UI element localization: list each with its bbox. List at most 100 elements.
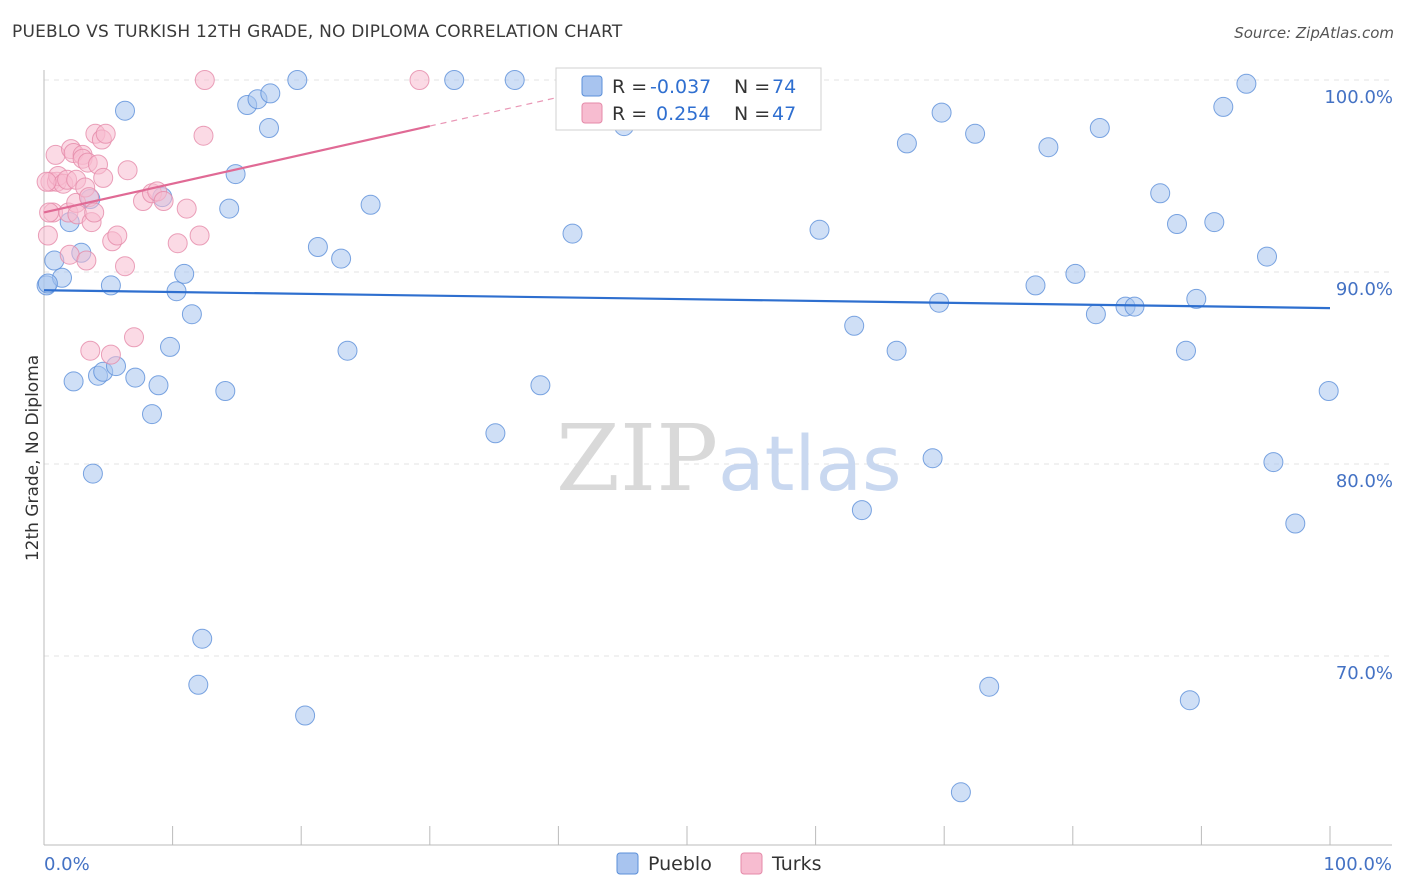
point-pueblo-52 [965, 123, 986, 144]
point-pueblo-64 [1179, 690, 1200, 711]
point-pueblo-40 [562, 223, 583, 244]
legend-r-value-pueblo: -0.037 [650, 76, 711, 98]
point-turks-21 [80, 340, 101, 361]
point-pueblo-71 [1285, 513, 1306, 534]
point-pueblo-61 [1150, 183, 1171, 204]
x-tick-label-min: 0.0% [44, 854, 90, 875]
legend-bottom: Pueblo Turks [616, 852, 821, 875]
point-pueblo-72 [1318, 381, 1339, 401]
point-turks-46 [39, 202, 60, 223]
watermark-atlas: atlas [718, 419, 902, 508]
point-pueblo-37 [485, 423, 506, 444]
legend-bottom-swatch-turks [740, 852, 763, 875]
point-pueblo-43 [809, 219, 830, 240]
point-turks-44 [409, 70, 430, 90]
point-turks-40 [176, 198, 197, 219]
legend-r-label-turks: R = [612, 103, 647, 125]
watermark-zip: ZIP [556, 405, 718, 512]
point-pueblo-24 [219, 198, 240, 219]
y-tick-label-1: 90.0% [1336, 279, 1393, 300]
y-tick-label-2: 80.0% [1336, 471, 1393, 492]
y-tick-label-3: 70.0% [1336, 663, 1393, 684]
point-pueblo-70 [1263, 452, 1284, 473]
point-pueblo-36 [444, 70, 465, 90]
point-pueblo-46 [886, 340, 907, 361]
point-turks-0 [37, 225, 58, 246]
legend-r-value-turks: 0.254 [650, 103, 710, 125]
point-pueblo-39 [530, 375, 551, 396]
point-turks-42 [193, 125, 214, 146]
point-pueblo-21 [188, 674, 209, 695]
trend-lines [43, 82, 1331, 310]
point-pueblo-48 [922, 448, 943, 469]
legend-top: R = -0.037 N = 74 R = 0.254 N = 47 [555, 67, 822, 131]
point-pueblo-68 [1236, 73, 1257, 94]
point-turks-29 [100, 344, 121, 365]
point-pueblo-63 [1176, 340, 1196, 361]
point-pueblo-31 [295, 705, 316, 726]
point-pueblo-13 [125, 367, 146, 388]
point-turks-34 [124, 327, 144, 348]
point-pueblo-60 [1124, 296, 1145, 317]
point-pueblo-19 [174, 263, 195, 284]
legend-swatch-pueblo [581, 75, 603, 97]
point-turks-39 [167, 233, 188, 254]
legend-swatch-turks [581, 102, 603, 124]
point-turks-9 [59, 244, 80, 265]
point-pueblo-34 [337, 340, 358, 361]
axes [43, 70, 1392, 846]
point-pueblo-55 [1038, 137, 1059, 158]
point-pueblo-69 [1257, 246, 1277, 267]
point-pueblo-23 [215, 381, 236, 401]
point-pueblo-12 [115, 100, 135, 121]
point-pueblo-51 [950, 782, 971, 803]
point-pueblo-67 [1213, 96, 1234, 117]
point-pueblo-73 [37, 273, 58, 294]
point-pueblo-7 [82, 463, 103, 484]
point-turks-23 [84, 202, 105, 223]
point-pueblo-54 [1025, 275, 1046, 296]
point-turks-38 [153, 191, 174, 211]
point-pueblo-35 [360, 194, 381, 215]
point-pueblo-47 [896, 133, 917, 154]
point-pueblo-56 [1065, 263, 1086, 284]
legend-n-label-turks: N = [734, 103, 770, 125]
point-pueblo-32 [307, 237, 328, 257]
trend-line-turks [43, 125, 431, 214]
point-turks-41 [189, 225, 210, 246]
y-tick-labels: 100.0% 90.0% 80.0% 70.0% [1324, 87, 1393, 684]
watermark: ZIP atlas [556, 405, 902, 512]
point-pueblo-45 [851, 500, 872, 521]
point-pueblo-33 [331, 248, 352, 269]
legend-bottom-label-pueblo: Pueblo [648, 853, 712, 875]
point-pueblo-14 [142, 404, 162, 425]
point-turks-31 [107, 225, 128, 246]
point-pueblo-15 [148, 375, 169, 396]
point-pueblo-17 [160, 336, 180, 357]
legend-bottom-swatch-pueblo [616, 852, 639, 875]
point-pueblo-20 [181, 304, 202, 325]
point-pueblo-50 [931, 102, 952, 123]
y-tick-label-0: 100.0% [1324, 87, 1393, 108]
point-pueblo-44 [844, 315, 865, 336]
point-pueblo-57 [1085, 304, 1106, 325]
x-ticks [43, 826, 1331, 845]
point-pueblo-30 [287, 70, 308, 90]
point-turks-32 [115, 256, 135, 277]
point-pueblo-22 [192, 628, 213, 649]
legend-bottom-label-turks: Turks [771, 853, 821, 875]
point-pueblo-53 [979, 676, 1000, 697]
point-turks-43 [194, 70, 215, 90]
point-pueblo-29 [260, 83, 281, 104]
legend-n-value-turks: 47 [772, 103, 796, 125]
point-pueblo-38 [504, 70, 525, 90]
point-turks-28 [95, 123, 116, 144]
point-pueblo-4 [63, 371, 84, 392]
point-pueblo-58 [1089, 118, 1110, 138]
point-pueblo-65 [1186, 288, 1207, 309]
legend-r-label-pueblo: R = [612, 76, 647, 98]
x-tick-label-max: 100.0% [1323, 854, 1392, 875]
chart-title: PUEBLO VS TURKISH 12TH GRADE, NO DIPLOMA… [12, 22, 623, 42]
source-label: Source: ZipAtlas.com [1234, 24, 1394, 42]
